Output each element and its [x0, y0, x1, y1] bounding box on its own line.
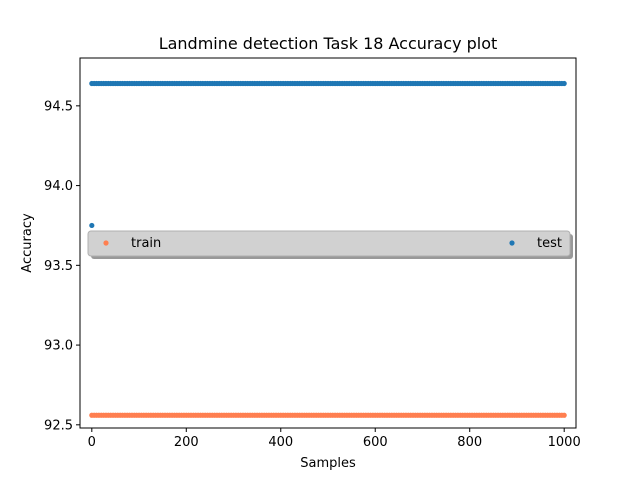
legend-train-marker: [103, 240, 109, 246]
chart-title: Landmine detection Task 18 Accuracy plot: [159, 34, 498, 53]
x-tick-label: 600: [363, 435, 388, 450]
x-tick-label: 1000: [548, 435, 581, 450]
y-tick-label: 93.5: [44, 259, 73, 274]
plot-frame: [79, 57, 577, 429]
x-tick-label: 200: [174, 435, 199, 450]
x-tick-label: 400: [268, 435, 293, 450]
x-axis-ticks: 0 200 400 600 800 1000: [88, 428, 581, 450]
point-test: [561, 80, 567, 87]
point-test-outlier: [89, 222, 95, 229]
data-points: [89, 80, 567, 418]
y-axis-label: Accuracy: [20, 213, 35, 273]
x-axis-label: Samples: [300, 456, 356, 471]
legend: train test: [87, 230, 573, 259]
point-train: [561, 412, 567, 418]
y-axis-ticks: 92.5 93.0 93.5 94.0 94.5: [44, 99, 80, 433]
legend-test-label: test: [537, 236, 562, 251]
y-tick-label: 92.5: [44, 418, 73, 433]
legend-test-marker: [509, 240, 515, 246]
x-tick-label: 800: [457, 435, 482, 450]
legend-train-label: train: [131, 236, 161, 251]
y-tick-label: 94.5: [44, 99, 73, 114]
y-tick-label: 93.0: [44, 339, 73, 354]
x-tick-label: 0: [88, 435, 96, 450]
y-tick-label: 94.0: [44, 179, 73, 194]
legend-box: [87, 230, 571, 257]
